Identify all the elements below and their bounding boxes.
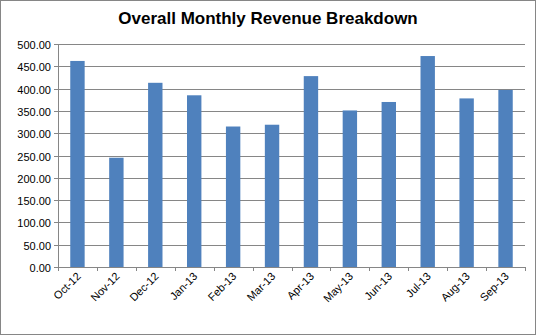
grid-line — [58, 111, 525, 112]
bar — [226, 127, 240, 267]
y-tick — [54, 89, 58, 90]
x-tick-label: Jun-13 — [362, 270, 394, 302]
grid-line — [58, 222, 525, 223]
bar — [304, 76, 318, 267]
x-tick-label: Sep-13 — [477, 270, 511, 304]
x-tick-label: May-13 — [321, 270, 355, 304]
bars — [70, 56, 512, 267]
chart-border — [1, 1, 536, 335]
y-tick — [54, 133, 58, 134]
grid-line — [58, 267, 525, 268]
y-tick — [54, 44, 58, 45]
bar — [382, 102, 396, 267]
x-tick — [330, 267, 331, 271]
x-tick — [58, 267, 59, 271]
y-tick — [54, 111, 58, 112]
y-tick-label: 400.00 — [17, 84, 51, 96]
x-tick — [253, 267, 254, 271]
chart: Overall Monthly Revenue Breakdown 0.00 50.… — [0, 0, 536, 335]
x-tick-label: Feb-13 — [205, 270, 238, 303]
y-tick-label: 250.00 — [17, 151, 51, 163]
bar — [70, 61, 84, 267]
chart-container: Overall Monthly Revenue Breakdown 0.00 50.… — [0, 0, 536, 335]
y-tick — [54, 178, 58, 179]
bar — [498, 90, 512, 267]
y-tick — [54, 66, 58, 67]
y-tick — [54, 156, 58, 157]
grid-line — [58, 156, 525, 157]
x-tick-label: Mar-13 — [244, 270, 277, 303]
bar — [459, 98, 473, 267]
y-tick-label: 100.00 — [17, 217, 51, 229]
grid-line — [58, 89, 525, 90]
grid-line — [58, 44, 525, 45]
bar — [187, 95, 201, 267]
x-tick-label: Dec-12 — [127, 270, 161, 304]
x-tick-label: Aug-13 — [438, 270, 472, 304]
grid-line — [58, 245, 525, 246]
x-tick — [486, 267, 487, 271]
grid-line — [58, 133, 525, 134]
bar — [148, 83, 162, 267]
x-tick — [369, 267, 370, 271]
bar — [109, 158, 123, 267]
y-tick-label: 200.00 — [17, 173, 51, 185]
y-tick-label: 450.00 — [17, 61, 51, 73]
grid-line — [58, 200, 525, 201]
y-tick — [54, 200, 58, 201]
x-axis — [58, 267, 525, 268]
x-tick — [408, 267, 409, 271]
y-tick-label: 0.00 — [30, 262, 51, 274]
x-tick-label: Jul-13 — [403, 270, 433, 300]
x-tick — [214, 267, 215, 271]
y-tick — [54, 222, 58, 223]
x-tick — [292, 267, 293, 271]
y-tick — [54, 245, 58, 246]
x-tick-label: Nov-12 — [88, 270, 122, 304]
y-tick — [54, 267, 58, 268]
x-tick-label: Oct-12 — [51, 270, 83, 302]
x-tick-label: Jan-13 — [167, 270, 199, 302]
grid-line — [58, 66, 525, 67]
x-tick — [525, 267, 526, 271]
bar — [343, 110, 357, 267]
x-tick — [175, 267, 176, 271]
bar — [421, 56, 435, 267]
x-tick — [136, 267, 137, 271]
bar — [265, 125, 279, 267]
y-tick-label: 350.00 — [17, 106, 51, 118]
y-tick-label: 50.00 — [23, 240, 51, 252]
chart-title: Overall Monthly Revenue Breakdown — [118, 9, 417, 28]
x-tick — [97, 267, 98, 271]
grid-line — [58, 178, 525, 179]
x-tick-label: Apr-13 — [285, 270, 317, 302]
y-axis — [58, 44, 59, 267]
y-tick-label: 300.00 — [17, 128, 51, 140]
y-tick-label: 150.00 — [17, 195, 51, 207]
y-tick-label: 500.00 — [17, 39, 51, 51]
x-tick — [447, 267, 448, 271]
